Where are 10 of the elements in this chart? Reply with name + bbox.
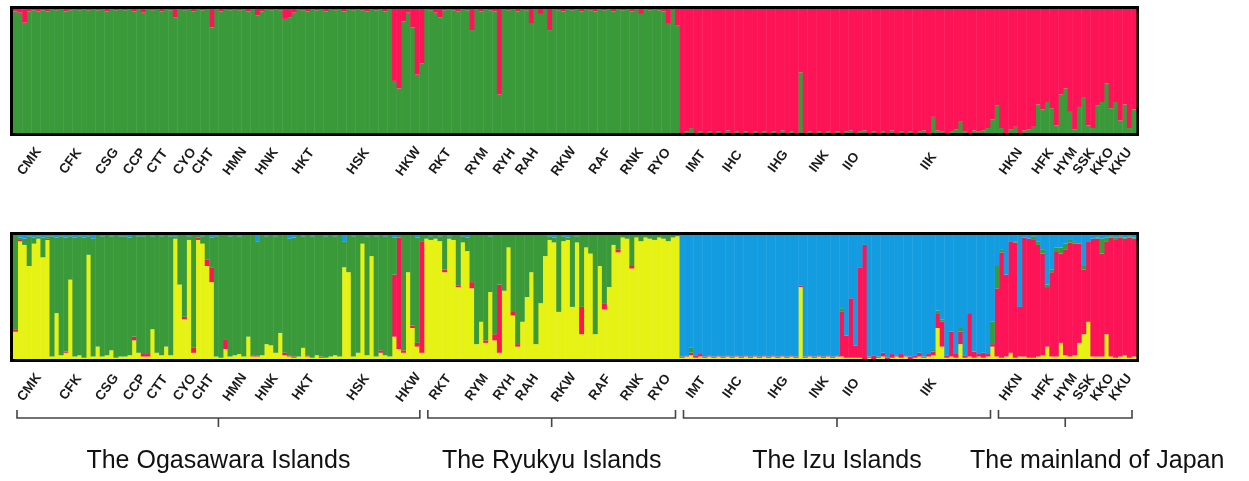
text: The mainland of Japan <box>970 445 1225 473</box>
text: The Ogasawara Islands <box>86 445 351 473</box>
x-tick-label: IIO <box>839 149 863 173</box>
text: The Izu Islands <box>752 445 922 473</box>
x-tick-label: IIO <box>839 375 863 399</box>
x-tick-label: IIK <box>917 375 940 399</box>
text: The Ryukyu Islands <box>441 445 662 473</box>
x-tick-label: IHC <box>719 372 746 401</box>
x-tick-label: IIK <box>917 149 940 173</box>
x-tick-label: IHC <box>719 146 746 175</box>
